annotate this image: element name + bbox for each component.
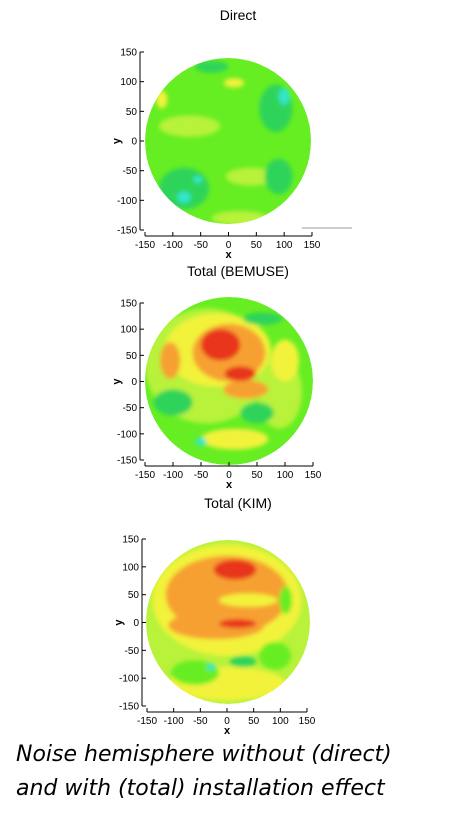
x-tick-label: 0 — [226, 470, 232, 481]
chart-title-kim: Total (KIM) — [204, 495, 272, 511]
contour-field — [146, 540, 310, 704]
contour-field — [145, 58, 311, 230]
y-tick-label: -50 — [123, 166, 138, 177]
contour-region-dark-green — [229, 655, 257, 668]
y-tick-label: 0 — [131, 137, 137, 148]
y-tick-label: -100 — [117, 196, 137, 207]
y-tick-label: 150 — [120, 299, 137, 310]
y-tick-label: 50 — [126, 107, 138, 118]
y-axis-label: y — [111, 137, 123, 144]
contour-region-yellow-green — [225, 167, 276, 186]
y-axis-label: y — [113, 619, 125, 626]
contour-region-dark-green — [153, 389, 193, 416]
axes: 150 100 50 0 -50 -100 -150 -150 -100 -50 0 50 100 150… — [111, 48, 352, 261]
contour-region-cyan — [177, 191, 191, 204]
x-tick-label: -100 — [164, 716, 184, 727]
contour-region-red — [219, 619, 257, 629]
x-tick-label: 0 — [224, 716, 230, 727]
x-tick-label: -50 — [194, 470, 209, 481]
contour-region-orange — [223, 379, 269, 399]
contour-plot-direct: 150 100 50 0 -50 -100 -150 -150 -100 -50 0 50 100 150… — [111, 48, 352, 261]
x-tick-label: 100 — [276, 240, 293, 251]
axes: 150 100 50 0 -50 -100 -150 -150 -100 -50 0 50 100 150… — [111, 299, 322, 492]
x-tick-label: 50 — [251, 240, 263, 251]
contour-region-yellow — [156, 90, 168, 109]
y-tick-label: -100 — [119, 674, 139, 685]
axes: 150 100 50 0 -50 -100 -150 -150 -100 -50 0 50 100 150… — [113, 535, 316, 738]
contour-region-yellow — [237, 224, 265, 230]
y-tick-label: -50 — [123, 403, 138, 414]
y-tick-label: -50 — [125, 646, 140, 657]
caption-line-2: and with (total) installation effect — [16, 776, 385, 801]
contour-field — [145, 297, 313, 465]
x-tick-label: -50 — [193, 240, 208, 251]
y-tick-label: 150 — [122, 535, 139, 546]
y-tick-label: 0 — [131, 377, 137, 388]
y-tick-label: -100 — [117, 429, 137, 440]
contour-region-dark-green — [264, 158, 293, 195]
x-tick-label: -100 — [163, 470, 183, 481]
contour-region-dark-green — [243, 312, 283, 325]
contour-region-yellow — [224, 78, 245, 88]
y-axis-label: y — [111, 378, 123, 385]
y-tick-label: 0 — [133, 618, 139, 629]
contour-region-orange — [160, 342, 181, 379]
y-tick-label: 50 — [126, 351, 138, 362]
contour-region-red — [201, 329, 241, 361]
chart-title-bemuse: Total (BEMUSE) — [187, 263, 289, 279]
y-tick-label: -150 — [119, 702, 139, 713]
contour-region-green — [279, 586, 293, 615]
y-tick-label: 100 — [120, 325, 137, 336]
x-tick-label: -150 — [135, 470, 155, 481]
contour-region-dark-green — [195, 60, 229, 73]
caption-line-1: Noise hemisphere without (direct) — [16, 742, 392, 767]
figure-caption: Noise hemisphere without (direct) and wi… — [16, 738, 466, 806]
x-tick-label: 150 — [299, 716, 316, 727]
contour-region-cyan — [195, 437, 207, 446]
x-axis-label: x — [225, 249, 232, 261]
contour-region-cyan — [206, 663, 216, 671]
contour-region-yellow-green — [211, 211, 268, 224]
x-axis-label: x — [226, 479, 233, 491]
y-tick-label: -150 — [117, 456, 137, 467]
contour-region-yellow — [271, 339, 299, 382]
x-tick-label: -50 — [193, 716, 208, 727]
x-tick-label: 150 — [304, 240, 321, 251]
y-tick-label: -150 — [117, 226, 137, 237]
x-tick-label: -150 — [137, 716, 157, 727]
x-tick-label: 50 — [248, 716, 260, 727]
contour-region-cyan — [278, 88, 290, 105]
contour-region-orange — [168, 611, 265, 640]
x-tick-label: 100 — [272, 716, 289, 727]
contour-region-dark-green — [240, 402, 274, 424]
contour-plot-kim: 150 100 50 0 -50 -100 -150 -150 -100 -50 0 50 100 150… — [113, 535, 316, 738]
contour-region-red — [224, 366, 256, 381]
contour-region-yellow-green — [158, 115, 221, 137]
x-tick-label: -150 — [135, 240, 155, 251]
y-tick-label: 100 — [122, 562, 139, 573]
x-tick-label: -100 — [163, 240, 183, 251]
contour-region-red — [213, 559, 257, 580]
x-axis-label: x — [224, 725, 231, 737]
y-tick-label: 100 — [120, 77, 137, 88]
contour-region-green — [259, 641, 291, 670]
contour-plot-bemuse: 150 100 50 0 -50 -100 -150 -150 -100 -50 0 50 100 150… — [111, 297, 322, 492]
x-tick-label: 150 — [305, 470, 322, 481]
contour-region-cyan — [193, 176, 203, 184]
chart-title-direct: Direct — [219, 7, 257, 23]
contour-region-yellow — [219, 593, 278, 607]
x-tick-label: 100 — [277, 470, 294, 481]
x-tick-label: 0 — [226, 240, 232, 251]
y-tick-label: 150 — [120, 48, 137, 59]
y-tick-label: 50 — [128, 590, 140, 601]
contour-region-yellow — [201, 428, 269, 450]
x-tick-label: 50 — [251, 470, 263, 481]
